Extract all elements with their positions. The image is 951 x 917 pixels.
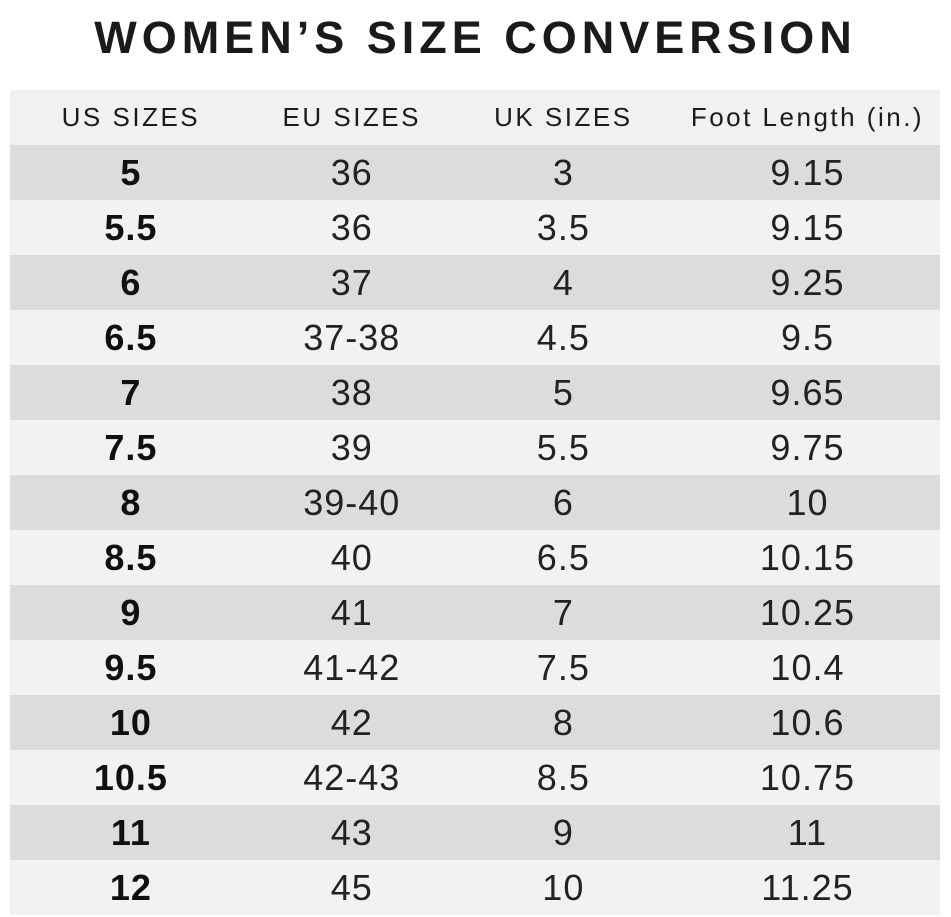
cell-eu-size: 43 (330, 811, 373, 853)
cell-uk-size: 8 (552, 701, 574, 743)
cell-eu-size: 42 (330, 701, 373, 743)
cell-foot-length: 9.15 (770, 151, 845, 193)
cell-us-size: 10 (109, 701, 152, 743)
table-row: 7 38 5 9.65 (10, 365, 940, 420)
cell-us-size: 6 (120, 261, 142, 303)
cell-uk-size: 7.5 (536, 646, 590, 688)
table-row: 11 43 9 11 (10, 805, 940, 860)
cell-us-size: 7 (120, 371, 142, 413)
cell-uk-size: 3 (552, 151, 574, 193)
cell-foot-length: 10.4 (770, 646, 845, 688)
size-conversion-table: US SIZES EU SIZES UK SIZES Foot Length (… (10, 90, 940, 915)
table-row: 10.5 42-43 8.5 10.75 (10, 750, 940, 805)
cell-uk-size: 3.5 (536, 206, 590, 248)
table-header: US SIZES EU SIZES UK SIZES Foot Length (… (10, 90, 940, 145)
cell-eu-size: 37 (330, 261, 373, 303)
cell-eu-size: 41-42 (303, 646, 401, 688)
cell-uk-size: 5.5 (536, 426, 590, 468)
cell-eu-size: 36 (330, 206, 373, 248)
table-header-row: US SIZES EU SIZES UK SIZES Foot Length (… (10, 90, 940, 145)
column-header-eu-sizes: EU SIZES (251, 90, 452, 145)
table-row: 6 37 4 9.25 (10, 255, 940, 310)
cell-uk-size: 6.5 (536, 536, 590, 578)
cell-uk-size: 7 (552, 591, 574, 633)
cell-uk-size: 8.5 (536, 756, 590, 798)
cell-us-size: 5.5 (104, 206, 158, 248)
cell-us-size: 6.5 (104, 316, 158, 358)
cell-us-size: 8.5 (104, 536, 158, 578)
table-row: 7.5 39 5.5 9.75 (10, 420, 940, 475)
cell-us-size: 7.5 (104, 426, 158, 468)
table-row: 5.5 36 3.5 9.15 (10, 200, 940, 255)
table-row: 5 36 3 9.15 (10, 145, 940, 200)
cell-eu-size: 38 (330, 371, 373, 413)
cell-eu-size: 42-43 (303, 756, 401, 798)
cell-uk-size: 9 (552, 811, 574, 853)
cell-us-size: 10.5 (93, 756, 168, 798)
table-row: 6.5 37-38 4.5 9.5 (10, 310, 940, 365)
cell-foot-length: 9.65 (770, 371, 845, 413)
cell-foot-length: 9.5 (780, 316, 834, 358)
cell-uk-size: 10 (542, 866, 585, 908)
cell-foot-length: 10.75 (759, 756, 855, 798)
cell-eu-size: 39-40 (303, 481, 401, 523)
cell-eu-size: 39 (330, 426, 373, 468)
cell-foot-length: 10 (786, 481, 829, 523)
table-row: 8.5 40 6.5 10.15 (10, 530, 940, 585)
cell-eu-size: 40 (330, 536, 373, 578)
cell-eu-size: 45 (330, 866, 373, 908)
cell-uk-size: 6 (552, 481, 574, 523)
cell-eu-size: 41 (330, 591, 373, 633)
cell-foot-length: 10.25 (759, 591, 855, 633)
cell-uk-size: 5 (552, 371, 574, 413)
column-header-us-sizes: US SIZES (10, 90, 252, 145)
table-body: 5 36 3 9.15 5.5 36 3.5 9.15 6 37 4 9.25 6.5 37-38 4.5 9… (10, 145, 940, 915)
cell-foot-length: 10.15 (759, 536, 855, 578)
cell-us-size: 9 (120, 591, 142, 633)
table-row: 8 39-40 6 10 (10, 475, 940, 530)
table-row: 9 41 7 10.25 (10, 585, 940, 640)
page-title: WOMEN’S SIZE CONVERSION (94, 12, 857, 63)
cell-foot-length: 11.25 (761, 866, 854, 908)
cell-eu-size: 37-38 (303, 316, 401, 358)
cell-foot-length: 10.6 (770, 701, 845, 743)
cell-eu-size: 36 (330, 151, 373, 193)
cell-us-size: 11 (110, 811, 151, 853)
cell-uk-size: 4 (552, 261, 574, 303)
cell-us-size: 8 (120, 481, 142, 523)
cell-foot-length: 11 (787, 811, 828, 853)
cell-us-size: 9.5 (104, 646, 158, 688)
table-row: 12 45 10 11.25 (10, 860, 940, 915)
cell-foot-length: 9.75 (770, 426, 845, 468)
column-header-uk-sizes: UK SIZES (451, 90, 675, 145)
cell-foot-length: 9.25 (770, 261, 845, 303)
cell-us-size: 12 (109, 866, 152, 908)
cell-foot-length: 9.15 (770, 206, 845, 248)
table-row: 10 42 8 10.6 (10, 695, 940, 750)
cell-us-size: 5 (120, 151, 142, 193)
table-row: 9.5 41-42 7.5 10.4 (10, 640, 940, 695)
column-header-foot-length: Foot Length (in.) (674, 90, 940, 145)
cell-uk-size: 4.5 (536, 316, 590, 358)
